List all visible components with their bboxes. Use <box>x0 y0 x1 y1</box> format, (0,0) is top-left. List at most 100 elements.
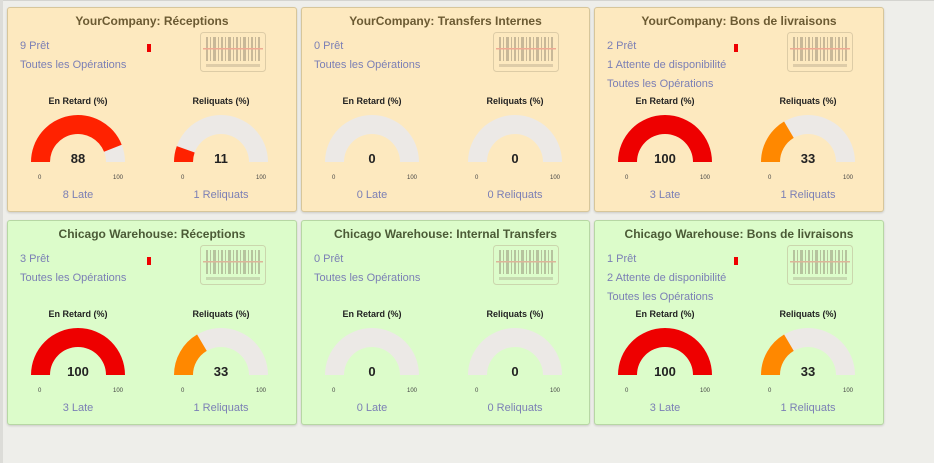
backorders-gauge-label: Reliquats (%) <box>779 309 837 319</box>
left-border <box>0 0 3 463</box>
picking-type-card[interactable]: Chicago Warehouse: Réceptions 3 Prêt Tout… <box>7 220 297 425</box>
late-link[interactable]: 3 Late <box>649 189 681 201</box>
operation-link[interactable]: 2 Attente de disponibilité <box>607 272 727 284</box>
top-border <box>0 0 934 1</box>
backorders-gauge-dial <box>174 115 268 162</box>
operation-link[interactable]: Toutes les Opérations <box>607 78 714 90</box>
late-link[interactable]: 0 Late <box>356 402 388 414</box>
backorders-link[interactable]: 1 Reliquats <box>193 189 249 201</box>
gauge-min: 0 <box>181 388 185 394</box>
gauge-min: 0 <box>625 388 629 394</box>
backorders-gauge-dial <box>174 328 268 375</box>
card-title[interactable]: Chicago Warehouse: Réceptions <box>58 227 246 241</box>
barcode-icon <box>200 32 266 72</box>
backorders-gauge-label: Reliquats (%) <box>192 309 250 319</box>
picking-type-card[interactable]: YourCompany: Transfers Internes 0 Prêt To… <box>301 7 590 212</box>
late-gauge-value: 100 <box>654 364 676 379</box>
backorders-gauge-label: Reliquats (%) <box>779 96 837 106</box>
card-title[interactable]: Chicago Warehouse: Bons de livraisons <box>624 227 854 241</box>
barcode-icon <box>200 245 266 285</box>
gauge-max: 100 <box>255 175 266 181</box>
card-title[interactable]: YourCompany: Réceptions <box>75 14 229 28</box>
backorders-gauge-value: 0 <box>511 364 519 379</box>
backorders-gauge-value: 0 <box>511 151 519 166</box>
late-gauge: En Retard (%) 0 0 100 <box>322 96 422 181</box>
gauge-min: 0 <box>38 175 42 181</box>
picking-type-card[interactable]: Chicago Warehouse: Bons de livraisons 1 … <box>594 220 884 425</box>
gauge-max: 100 <box>699 388 710 394</box>
operation-link[interactable]: 1 Attente de disponibilité <box>607 59 727 71</box>
late-gauge-label: En Retard (%) <box>635 96 695 106</box>
late-gauge-label: En Retard (%) <box>342 309 402 319</box>
operation-link[interactable]: Toutes les Opérations <box>314 272 421 284</box>
late-gauge-dial <box>325 115 419 162</box>
late-gauge-label: En Retard (%) <box>48 96 108 106</box>
dashboard-grid: YourCompany: Réceptions 9 Prêt Toutes les… <box>7 7 884 425</box>
card-links: 2 Prêt 1 Attente de disponibilité Toutes l… <box>607 37 726 94</box>
operation-link[interactable]: Toutes les Opérations <box>20 272 127 284</box>
barcode-icon <box>787 32 853 72</box>
backorders-gauge-dial <box>468 328 562 375</box>
card-title[interactable]: YourCompany: Transfers Internes <box>349 14 542 28</box>
late-gauge: En Retard (%) 100 0 100 <box>28 309 128 394</box>
backorders-gauge-dial <box>468 115 562 162</box>
operation-link[interactable]: Toutes les Opérations <box>314 59 421 71</box>
late-gauge: En Retard (%) 0 0 100 <box>322 309 422 394</box>
operation-link[interactable]: 1 Prêt <box>607 253 637 265</box>
backorders-gauge: Reliquats (%) 33 0 100 <box>758 96 858 181</box>
alert-marker <box>147 44 151 52</box>
picking-type-card[interactable]: YourCompany: Réceptions 9 Prêt Toutes les… <box>7 7 297 212</box>
backorders-gauge: Reliquats (%) 11 0 100 <box>171 96 271 181</box>
gauge-max: 100 <box>549 388 560 394</box>
backorders-gauge-label: Reliquats (%) <box>486 96 544 106</box>
backorders-gauge-value: 33 <box>800 151 816 166</box>
late-link[interactable]: 3 Late <box>62 402 94 414</box>
alert-marker <box>734 257 738 265</box>
gauge-max: 100 <box>842 388 853 394</box>
barcode-icon <box>493 32 559 72</box>
backorders-link[interactable]: 1 Reliquats <box>780 189 836 201</box>
late-gauge-value: 0 <box>368 364 376 379</box>
late-gauge-value: 100 <box>654 151 676 166</box>
late-link[interactable]: 3 Late <box>649 402 681 414</box>
late-link[interactable]: 0 Late <box>356 189 388 201</box>
operation-link[interactable]: 0 Prêt <box>314 253 344 265</box>
backorders-link[interactable]: 0 Reliquats <box>487 402 543 414</box>
gauge-min: 0 <box>625 175 629 181</box>
backorders-link[interactable]: 0 Reliquats <box>487 189 543 201</box>
backorders-gauge-label: Reliquats (%) <box>486 309 544 319</box>
backorders-link[interactable]: 1 Reliquats <box>780 402 836 414</box>
card-links: 3 Prêt Toutes les Opérations <box>20 250 126 288</box>
late-gauge-value: 0 <box>368 151 376 166</box>
gauge-min: 0 <box>768 175 772 181</box>
operation-link[interactable]: 3 Prêt <box>20 253 50 265</box>
backorders-link[interactable]: 1 Reliquats <box>193 402 249 414</box>
late-gauge: En Retard (%) 100 0 100 <box>615 309 715 394</box>
card-title[interactable]: YourCompany: Bons de livraisons <box>641 14 837 28</box>
backorders-gauge: Reliquats (%) 0 0 100 <box>465 309 565 394</box>
gauge-max: 100 <box>699 175 710 181</box>
gauge-max: 100 <box>406 388 417 394</box>
late-gauge-value: 100 <box>67 364 89 379</box>
operation-link[interactable]: 2 Prêt <box>607 40 637 52</box>
operation-link[interactable]: 0 Prêt <box>314 40 344 52</box>
operation-link[interactable]: Toutes les Opérations <box>20 59 127 71</box>
card-title[interactable]: Chicago Warehouse: Internal Transfers <box>334 227 557 241</box>
barcode-icon <box>787 245 853 285</box>
alert-marker <box>147 257 151 265</box>
backorders-gauge-dial <box>761 328 855 375</box>
alert-marker <box>734 44 738 52</box>
card-links: 9 Prêt Toutes les Opérations <box>20 37 126 75</box>
late-link[interactable]: 8 Late <box>62 189 94 201</box>
card-links: 1 Prêt 2 Attente de disponibilité Toutes l… <box>607 250 726 307</box>
picking-type-card[interactable]: Chicago Warehouse: Internal Transfers 0 … <box>301 220 590 425</box>
backorders-gauge-value: 11 <box>214 151 228 166</box>
picking-type-card[interactable]: YourCompany: Bons de livraisons 2 Prêt 1 … <box>594 7 884 212</box>
backorders-gauge-value: 33 <box>800 364 816 379</box>
late-gauge-dial <box>618 328 712 375</box>
operation-link[interactable]: Toutes les Opérations <box>607 291 714 303</box>
gauge-min: 0 <box>332 175 336 181</box>
barcode-icon <box>493 245 559 285</box>
operation-link[interactable]: 9 Prêt <box>20 40 50 52</box>
late-gauge: En Retard (%) 100 0 100 <box>615 96 715 181</box>
